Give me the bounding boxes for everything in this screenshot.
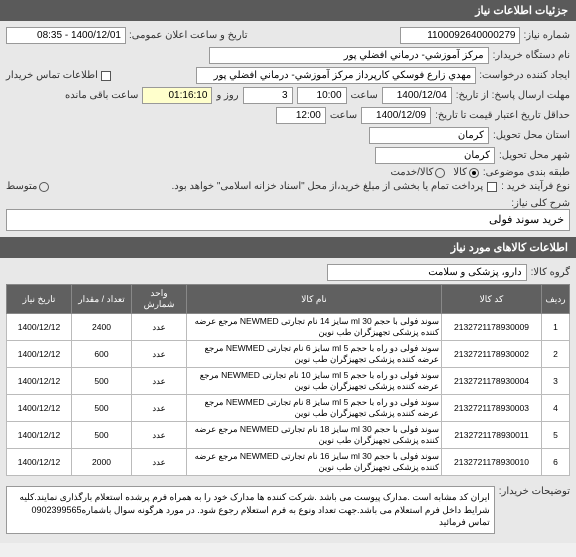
table-cell: 500: [72, 368, 132, 395]
city-field: کرمان: [375, 147, 495, 164]
table-row: 42132721178930003سوند فولی دو راه با حجم…: [7, 395, 570, 422]
province-label: استان محل تحویل:: [493, 130, 570, 141]
buyer-field: مرکز آموزشي- درماني افضلي پور: [209, 47, 489, 64]
table-cell: 4: [542, 395, 570, 422]
table-cell: عدد: [132, 422, 187, 449]
announce-label: تاریخ و ساعت اعلان عمومی:: [129, 30, 248, 41]
table-cell: 1400/12/12: [7, 422, 72, 449]
table-cell: 1400/12/12: [7, 341, 72, 368]
table-cell: سوند فولی با حجم ml 30 سایز 18 نام تجارت…: [187, 422, 442, 449]
requester-label: ایجاد کننده درخواست:: [479, 70, 570, 81]
details-header: جزئیات اطلاعات نیاز: [0, 0, 576, 21]
table-row: 62132721178930010سوند فولی با حجم ml 30 …: [7, 449, 570, 476]
table-cell: 2132721178930011: [442, 422, 542, 449]
remain-label: ساعت باقی مانده: [65, 90, 138, 101]
table-cell: سوند فولی با حجم ml 30 سایز 16 نام تجارت…: [187, 449, 442, 476]
group-label: گروه کالا:: [531, 267, 570, 278]
table-cell: 2132721178930003: [442, 395, 542, 422]
remain-time-field: 01:16:10: [142, 87, 212, 104]
table-cell: 2400: [72, 314, 132, 341]
table-cell: 2: [542, 341, 570, 368]
time-label-1: ساعت: [351, 90, 378, 101]
th-name: نام کالا: [187, 285, 442, 314]
class-radio-group: کالا کالا/خدمت: [390, 167, 478, 178]
group-field: دارو، پزشکی و سلامت: [327, 264, 527, 281]
goods-radio[interactable]: [469, 168, 479, 178]
valid-time-field: 12:00: [276, 107, 326, 124]
table-cell: 1400/12/12: [7, 368, 72, 395]
table-row: 52132721178930011سوند فولی با حجم ml 30 …: [7, 422, 570, 449]
table-header-row: ردیف کد کالا نام کالا واحد شمارش تعداد /…: [7, 285, 570, 314]
table-cell: 1400/12/12: [7, 314, 72, 341]
th-date: تاریخ نیاز: [7, 285, 72, 314]
contact-label: اطلاعات تماس خریدار: [6, 70, 98, 81]
th-code: کد کالا: [442, 285, 542, 314]
service-label: کالا/خدمت: [390, 167, 433, 178]
table-cell: سوند فولی دو راه با حجم ml 5 سایز 6 نام …: [187, 341, 442, 368]
deadline-date-field: 1400/12/04: [382, 87, 452, 104]
table-row: 22132721178930002سوند فولی دو راه با حجم…: [7, 341, 570, 368]
service-radio[interactable]: [435, 168, 445, 178]
table-cell: 2132721178930009: [442, 314, 542, 341]
table-cell: عدد: [132, 341, 187, 368]
need-no-label: شماره نیاز:: [523, 30, 570, 41]
table-cell: 1400/12/12: [7, 449, 72, 476]
contact-checkbox[interactable]: [101, 71, 111, 81]
deadline-time-field: 10:00: [297, 87, 347, 104]
time-label-2: ساعت: [330, 110, 357, 121]
table-cell: عدد: [132, 395, 187, 422]
th-unit: واحد شمارش: [132, 285, 187, 314]
buytype-label: نوع فرآیند خرید :: [501, 181, 570, 192]
announce-field: 1400/12/01 - 08:35: [6, 27, 126, 44]
form-area: شماره نیاز: 1100092640000279 تاریخ و ساع…: [0, 21, 576, 237]
valid-label: حداقل تاریخ اعتبار قیمت تا تاریخ:: [435, 110, 570, 121]
buytype-text: پرداخت تمام یا بخشی از مبلغ خرید،از محل …: [172, 181, 484, 192]
table-cell: 500: [72, 422, 132, 449]
class-label: طبقه بندی موضوعی:: [483, 167, 570, 178]
notes-box: ایران کد مشابه است .مدارک پیوست می باشد …: [6, 486, 495, 534]
mid-radio[interactable]: [39, 182, 49, 192]
table-row: 32132721178930004سوند فولی دو راه با حجم…: [7, 368, 570, 395]
notes-label: توضیحات خریدار:: [499, 482, 570, 497]
goods-area: گروه کالا: دارو، پزشکی و سلامت ردیف کد ک…: [0, 258, 576, 543]
desc-field: خرید سوند فولی: [6, 209, 570, 231]
table-cell: عدد: [132, 449, 187, 476]
mid-label: متوسط: [6, 181, 37, 192]
table-cell: 600: [72, 341, 132, 368]
table-cell: عدد: [132, 368, 187, 395]
table-cell: 2132721178930002: [442, 341, 542, 368]
table-cell: سوند فولی با حجم ml 30 سایز 14 نام تجارت…: [187, 314, 442, 341]
table-cell: 500: [72, 395, 132, 422]
table-cell: سوند فولی دو راه با حجم ml 5 سایز 10 نام…: [187, 368, 442, 395]
goods-header: اطلاعات کالاهای مورد نیاز: [0, 237, 576, 258]
need-no-field: 1100092640000279: [400, 27, 520, 44]
table-cell: عدد: [132, 314, 187, 341]
days-field: 3: [243, 87, 293, 104]
table-cell: 5: [542, 422, 570, 449]
desc-label: شرح کلی نیاز:: [511, 198, 570, 209]
table-cell: 1400/12/12: [7, 395, 72, 422]
table-cell: 6: [542, 449, 570, 476]
goods-table: ردیف کد کالا نام کالا واحد شمارش تعداد /…: [6, 284, 570, 476]
table-cell: 2132721178930010: [442, 449, 542, 476]
table-cell: 2132721178930004: [442, 368, 542, 395]
valid-date-field: 1400/12/09: [361, 107, 431, 124]
table-cell: 3: [542, 368, 570, 395]
table-cell: 2000: [72, 449, 132, 476]
goods-label: کالا: [453, 167, 467, 178]
buytype-checkbox[interactable]: [487, 182, 497, 192]
days-label: روز و: [216, 90, 238, 101]
th-row: ردیف: [542, 285, 570, 314]
requester-field: مهدي زارع فوسکي کارپرداز مرکز آموزشي- در…: [196, 67, 476, 84]
table-row: 12132721178930009سوند فولی با حجم ml 30 …: [7, 314, 570, 341]
table-cell: 1: [542, 314, 570, 341]
province-field: کرمان: [369, 127, 489, 144]
th-qty: تعداد / مقدار: [72, 285, 132, 314]
table-cell: سوند فولی دو راه با حجم ml 5 سایز 8 نام …: [187, 395, 442, 422]
city-label: شهر محل تحویل:: [499, 150, 570, 161]
deadline-label: مهلت ارسال پاسخ: از تاریخ:: [456, 90, 570, 101]
buyer-label: نام دستگاه خریدار:: [493, 50, 570, 61]
